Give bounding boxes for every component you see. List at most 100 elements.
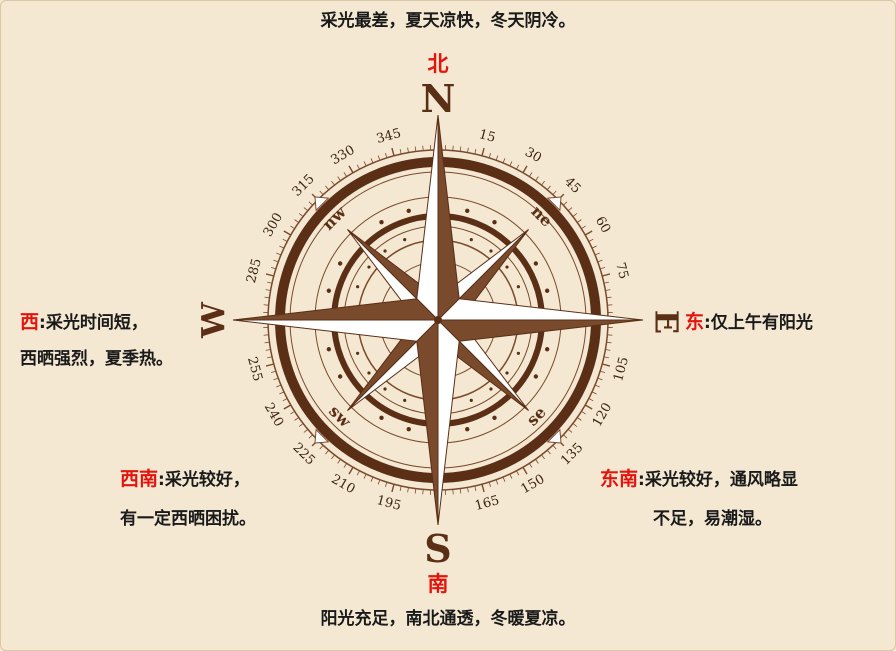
tick-mark — [594, 252, 600, 256]
tick-mark — [495, 155, 499, 161]
east-description: 东:仅上午有阳光 — [685, 309, 813, 336]
tick-mark — [600, 266, 606, 270]
tick-mark — [541, 454, 545, 460]
tick-mark — [597, 377, 603, 381]
tick-mark — [588, 398, 594, 402]
inner-ring-dot — [516, 285, 520, 289]
tick-mark — [546, 185, 551, 191]
tick-mark — [384, 152, 388, 158]
tick-mark — [363, 473, 367, 479]
tick-mark — [567, 428, 573, 433]
southeast-text-2: 不足，易潮湿。 — [653, 509, 772, 529]
tick-mark — [407, 147, 409, 153]
tick-mark — [581, 225, 586, 229]
tick-mark — [283, 230, 292, 236]
cardinal-n: N — [421, 76, 456, 121]
star-point-cardinal-right — [232, 298, 440, 321]
degree-label: 255 — [244, 355, 265, 383]
tick-mark — [279, 391, 285, 395]
southwest-text-1: :采光较好， — [158, 470, 250, 490]
inner-ring-dot — [403, 238, 407, 242]
inner-ring-dot — [367, 371, 371, 375]
tick-mark — [591, 245, 597, 249]
ring-dot — [544, 288, 550, 293]
tick-mark — [337, 176, 341, 181]
tick-mark — [265, 349, 271, 351]
inner-ring-dot — [505, 371, 509, 375]
tick-mark — [591, 391, 597, 395]
tick-mark — [325, 449, 330, 455]
tick-mark — [343, 463, 347, 468]
cardinal-s: S — [424, 526, 451, 571]
tick-mark — [294, 219, 299, 223]
tick-mark — [370, 476, 374, 482]
degree-label: 165 — [473, 493, 501, 514]
southwest-description-line1: 西南:采光较好， — [120, 466, 250, 493]
southeast-dir-label: 东南 — [600, 468, 639, 490]
tick-mark — [282, 398, 288, 402]
ring-dot — [326, 347, 332, 352]
intercardinal-se: se — [523, 403, 550, 430]
tick-mark — [552, 190, 557, 195]
ring-dot — [492, 415, 497, 421]
tick-mark — [481, 147, 485, 156]
tick-mark — [602, 273, 611, 277]
inner-ring-dot — [489, 249, 493, 253]
tick-mark — [308, 201, 313, 206]
degree-label: 285 — [244, 257, 265, 285]
ring-dot — [337, 374, 343, 379]
tick-mark — [276, 384, 282, 388]
tick-mark — [273, 377, 279, 381]
degree-label: 75 — [612, 261, 631, 281]
tick-mark — [581, 411, 586, 415]
tick-mark — [290, 225, 295, 229]
tick-mark — [294, 417, 299, 421]
tick-mark — [605, 349, 611, 351]
tick-mark — [265, 363, 274, 367]
tick-mark — [546, 449, 551, 455]
tick-mark — [399, 485, 402, 491]
tick-mark — [337, 459, 341, 464]
tick-mark — [267, 281, 273, 284]
ring-dot — [326, 288, 332, 293]
tick-mark — [572, 213, 578, 217]
tick-mark — [325, 185, 330, 191]
degree-label: 150 — [518, 472, 547, 497]
degree-label: 105 — [611, 355, 632, 383]
ring-dot — [406, 208, 411, 214]
tick-mark — [603, 281, 609, 284]
ring-dot — [406, 426, 411, 432]
tick-mark — [522, 165, 528, 174]
tick-mark — [356, 164, 360, 170]
marker-triangle — [314, 196, 330, 212]
south-description: 阳光充足，南北通透，冬暖夏凉。 — [320, 609, 576, 629]
tick-mark — [279, 245, 285, 249]
tick-mark — [563, 434, 568, 439]
tick-mark — [474, 485, 477, 491]
tick-mark — [370, 158, 374, 164]
tick-mark — [572, 423, 578, 427]
tick-mark — [276, 252, 282, 256]
tick-mark — [488, 482, 492, 488]
ring-dot — [465, 208, 470, 214]
tick-mark — [283, 404, 292, 410]
east-dir-label: 东 — [685, 311, 705, 333]
star-center — [434, 316, 442, 324]
tick-mark — [597, 259, 603, 263]
tick-mark — [348, 466, 354, 475]
tick-mark — [535, 459, 539, 464]
degree-label: 240 — [261, 400, 286, 429]
inner-ring-dot — [489, 387, 493, 391]
inner-ring-dot — [505, 265, 509, 269]
tick-mark — [600, 370, 606, 374]
inner-ring-dot — [383, 249, 387, 253]
tick-mark — [516, 470, 520, 476]
degree-label: 120 — [590, 400, 615, 429]
south-label: 南 — [427, 572, 449, 596]
degree-label: 60 — [592, 214, 613, 236]
tick-mark — [331, 180, 335, 186]
west-dir-label: 西 — [20, 311, 40, 333]
tick-mark — [502, 476, 506, 482]
degree-label: 300 — [261, 210, 286, 239]
